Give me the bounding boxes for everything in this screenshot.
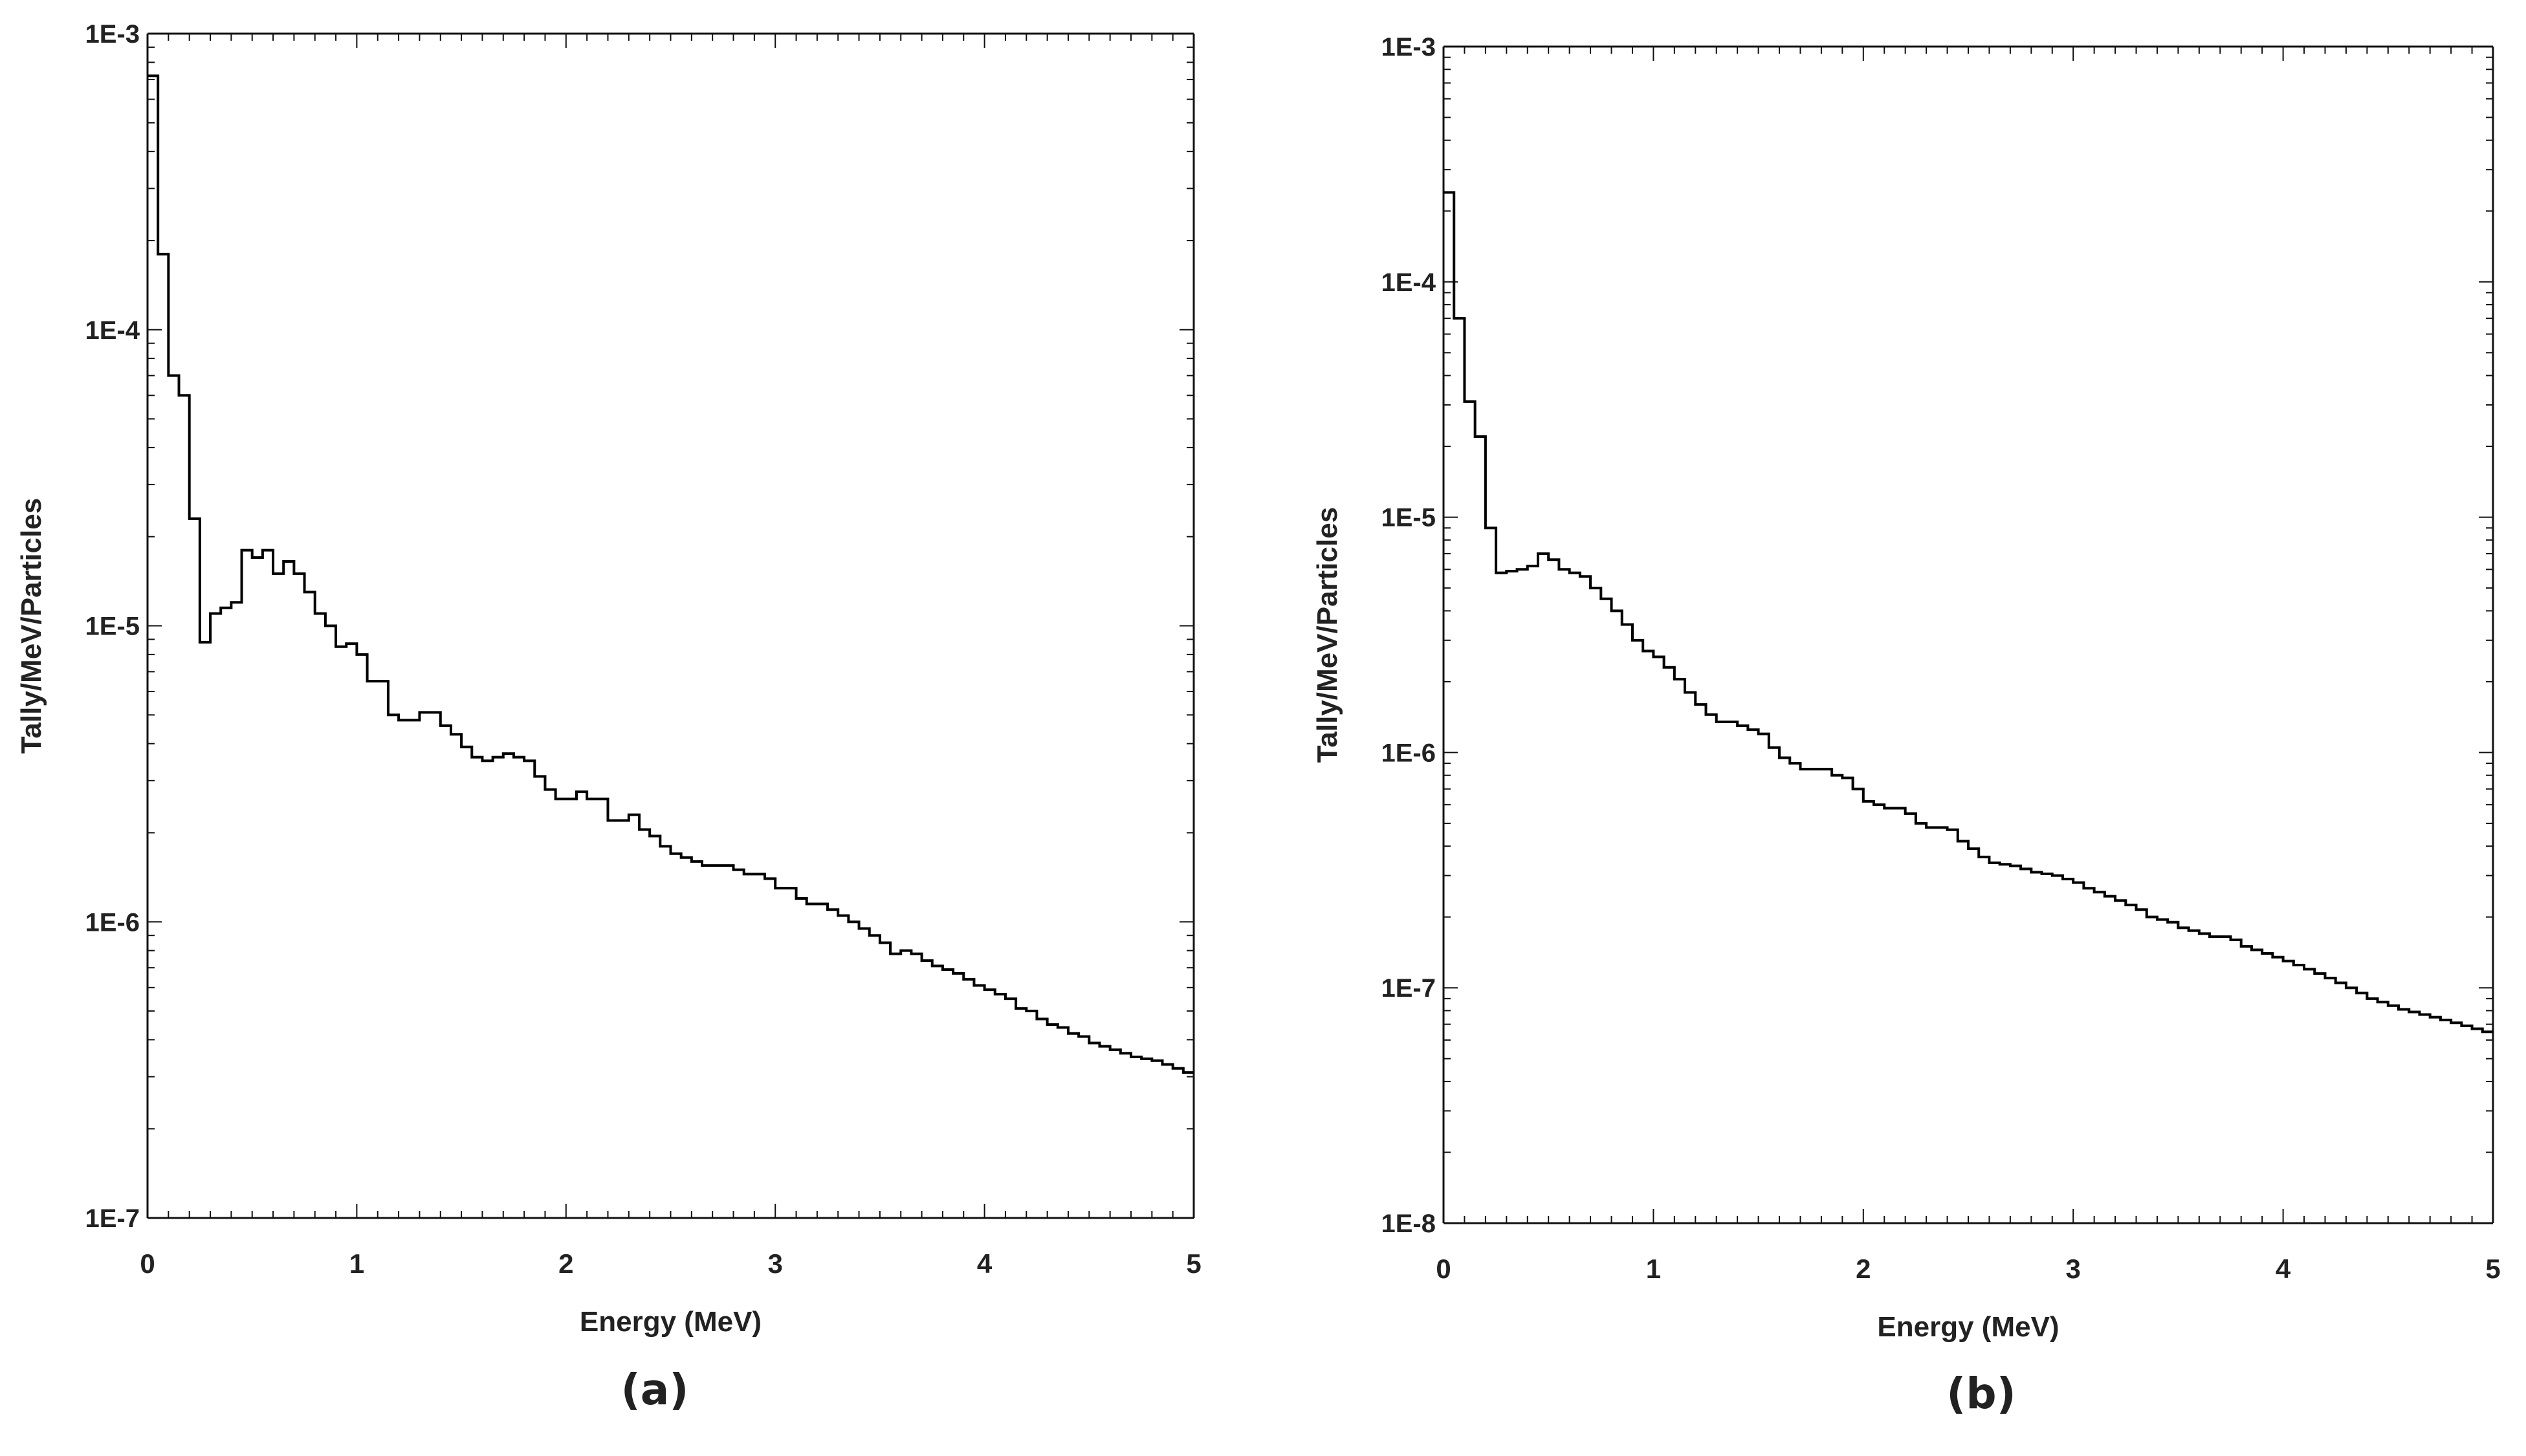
y-tick-label: 1E-3 (85, 20, 140, 49)
panel-label-a: (a) (621, 1365, 689, 1415)
x-axis-title: Energy (MeV) (580, 1306, 762, 1338)
y-tick-label: 1E-5 (85, 613, 140, 641)
x-tick-label: 1 (349, 1248, 364, 1279)
x-tick-label: 0 (140, 1248, 155, 1279)
x-tick-label: 1 (1646, 1254, 1661, 1284)
x-tick-label: 2 (558, 1248, 573, 1279)
x-tick-label: 4 (977, 1248, 993, 1279)
x-tick-label: 5 (2485, 1254, 2500, 1284)
x-axis-title: Energy (MeV) (1877, 1311, 2059, 1343)
x-tick-label: 4 (2276, 1254, 2291, 1284)
y-tick-label: 1E-8 (1381, 1210, 1436, 1238)
series-line (148, 74, 1194, 1074)
y-tick-label: 1E-7 (85, 1204, 140, 1233)
y-axis-title: Tally/MeV/Particles (16, 498, 47, 754)
y-tick-label: 1E-4 (85, 316, 140, 345)
y-tick-label: 1E-6 (85, 908, 140, 937)
y-tick-label: 1E-6 (1381, 739, 1436, 767)
x-tick-label: 3 (2066, 1254, 2081, 1284)
x-tick-label: 5 (1186, 1248, 1201, 1279)
series-line (1444, 191, 2493, 1034)
y-tick-label: 1E-7 (1381, 974, 1436, 1003)
y-tick-label: 1E-5 (1381, 504, 1436, 532)
y-tick-label: 1E-4 (1381, 268, 1436, 297)
x-tick-label: 3 (768, 1248, 783, 1279)
x-tick-label: 0 (1436, 1254, 1451, 1284)
x-tick-label: 2 (1856, 1254, 1871, 1284)
y-axis-title: Tally/MeV/Particles (1312, 507, 1343, 763)
panel-label-b: (b) (1946, 1369, 2016, 1418)
y-tick-label: 1E-3 (1381, 33, 1436, 61)
